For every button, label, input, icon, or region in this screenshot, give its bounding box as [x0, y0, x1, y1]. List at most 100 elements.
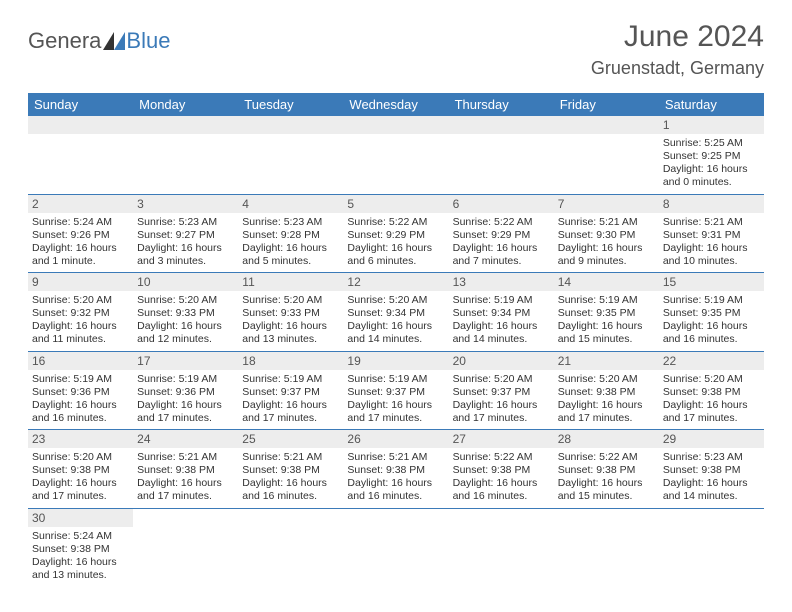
calendar-head: SundayMondayTuesdayWednesdayThursdayFrid… — [28, 93, 764, 116]
day-number: 15 — [659, 273, 764, 291]
day-number: 3 — [133, 195, 238, 213]
calendar-week: 23Sunrise: 5:20 AMSunset: 9:38 PMDayligh… — [28, 430, 764, 509]
calendar-day: 11Sunrise: 5:20 AMSunset: 9:33 PMDayligh… — [238, 273, 343, 352]
calendar-day: 28Sunrise: 5:22 AMSunset: 9:38 PMDayligh… — [554, 430, 659, 509]
calendar-week: 16Sunrise: 5:19 AMSunset: 9:36 PMDayligh… — [28, 351, 764, 430]
day-content: Sunrise: 5:21 AMSunset: 9:38 PMDaylight:… — [343, 448, 448, 508]
calendar-day: 24Sunrise: 5:21 AMSunset: 9:38 PMDayligh… — [133, 430, 238, 509]
calendar-day: 17Sunrise: 5:19 AMSunset: 9:36 PMDayligh… — [133, 351, 238, 430]
calendar-empty — [28, 116, 133, 194]
day-number: 29 — [659, 430, 764, 448]
calendar-week: 2Sunrise: 5:24 AMSunset: 9:26 PMDaylight… — [28, 194, 764, 273]
daynum-empty — [133, 116, 238, 134]
day-number: 18 — [238, 352, 343, 370]
day-content: Sunrise: 5:20 AMSunset: 9:34 PMDaylight:… — [343, 291, 448, 351]
day-header: Tuesday — [238, 93, 343, 116]
day-header: Friday — [554, 93, 659, 116]
calendar-empty — [133, 116, 238, 194]
daynum-empty — [28, 116, 133, 134]
calendar-body: 1Sunrise: 5:25 AMSunset: 9:25 PMDaylight… — [28, 116, 764, 586]
calendar-empty — [554, 508, 659, 586]
day-content: Sunrise: 5:19 AMSunset: 9:36 PMDaylight:… — [28, 370, 133, 430]
calendar-day: 29Sunrise: 5:23 AMSunset: 9:38 PMDayligh… — [659, 430, 764, 509]
day-number: 19 — [343, 352, 448, 370]
day-number: 17 — [133, 352, 238, 370]
daynum-empty — [238, 116, 343, 134]
calendar-day: 15Sunrise: 5:19 AMSunset: 9:35 PMDayligh… — [659, 273, 764, 352]
month-title: June 2024 — [591, 20, 764, 54]
calendar-week: 9Sunrise: 5:20 AMSunset: 9:32 PMDaylight… — [28, 273, 764, 352]
calendar-empty — [343, 508, 448, 586]
logo: Genera Blue — [28, 20, 170, 54]
day-content: Sunrise: 5:21 AMSunset: 9:31 PMDaylight:… — [659, 213, 764, 273]
day-number: 22 — [659, 352, 764, 370]
day-content: Sunrise: 5:19 AMSunset: 9:34 PMDaylight:… — [449, 291, 554, 351]
day-number: 7 — [554, 195, 659, 213]
day-number: 5 — [343, 195, 448, 213]
calendar-day: 12Sunrise: 5:20 AMSunset: 9:34 PMDayligh… — [343, 273, 448, 352]
logo-part1: Genera — [28, 28, 101, 54]
day-content: Sunrise: 5:20 AMSunset: 9:38 PMDaylight:… — [554, 370, 659, 430]
day-number: 10 — [133, 273, 238, 291]
day-number: 27 — [449, 430, 554, 448]
day-content: Sunrise: 5:20 AMSunset: 9:38 PMDaylight:… — [659, 370, 764, 430]
calendar-day: 6Sunrise: 5:22 AMSunset: 9:29 PMDaylight… — [449, 194, 554, 273]
calendar-day: 10Sunrise: 5:20 AMSunset: 9:33 PMDayligh… — [133, 273, 238, 352]
day-number: 14 — [554, 273, 659, 291]
logo-triangle-icon — [103, 30, 125, 48]
calendar-empty — [659, 508, 764, 586]
calendar-empty — [449, 508, 554, 586]
day-content: Sunrise: 5:19 AMSunset: 9:37 PMDaylight:… — [238, 370, 343, 430]
calendar-day: 13Sunrise: 5:19 AMSunset: 9:34 PMDayligh… — [449, 273, 554, 352]
day-number: 25 — [238, 430, 343, 448]
day-content: Sunrise: 5:19 AMSunset: 9:37 PMDaylight:… — [343, 370, 448, 430]
day-content: Sunrise: 5:22 AMSunset: 9:29 PMDaylight:… — [343, 213, 448, 273]
calendar-table: SundayMondayTuesdayWednesdayThursdayFrid… — [28, 93, 764, 586]
day-header: Monday — [133, 93, 238, 116]
calendar-day: 9Sunrise: 5:20 AMSunset: 9:32 PMDaylight… — [28, 273, 133, 352]
day-number: 9 — [28, 273, 133, 291]
day-number: 24 — [133, 430, 238, 448]
day-content: Sunrise: 5:24 AMSunset: 9:38 PMDaylight:… — [28, 527, 133, 587]
day-header: Sunday — [28, 93, 133, 116]
day-number: 28 — [554, 430, 659, 448]
daynum-empty — [554, 116, 659, 134]
calendar-week: 1Sunrise: 5:25 AMSunset: 9:25 PMDaylight… — [28, 116, 764, 194]
calendar-day: 22Sunrise: 5:20 AMSunset: 9:38 PMDayligh… — [659, 351, 764, 430]
day-content: Sunrise: 5:20 AMSunset: 9:33 PMDaylight:… — [238, 291, 343, 351]
calendar-empty — [238, 508, 343, 586]
day-header: Wednesday — [343, 93, 448, 116]
calendar-day: 2Sunrise: 5:24 AMSunset: 9:26 PMDaylight… — [28, 194, 133, 273]
day-number: 11 — [238, 273, 343, 291]
day-content: Sunrise: 5:23 AMSunset: 9:27 PMDaylight:… — [133, 213, 238, 273]
day-number: 13 — [449, 273, 554, 291]
calendar-day: 14Sunrise: 5:19 AMSunset: 9:35 PMDayligh… — [554, 273, 659, 352]
calendar-empty — [554, 116, 659, 194]
calendar-day: 26Sunrise: 5:21 AMSunset: 9:38 PMDayligh… — [343, 430, 448, 509]
day-content: Sunrise: 5:23 AMSunset: 9:28 PMDaylight:… — [238, 213, 343, 273]
day-content: Sunrise: 5:25 AMSunset: 9:25 PMDaylight:… — [659, 134, 764, 194]
calendar-day: 18Sunrise: 5:19 AMSunset: 9:37 PMDayligh… — [238, 351, 343, 430]
day-content: Sunrise: 5:20 AMSunset: 9:32 PMDaylight:… — [28, 291, 133, 351]
calendar-day: 4Sunrise: 5:23 AMSunset: 9:28 PMDaylight… — [238, 194, 343, 273]
calendar-day: 19Sunrise: 5:19 AMSunset: 9:37 PMDayligh… — [343, 351, 448, 430]
calendar-day: 5Sunrise: 5:22 AMSunset: 9:29 PMDaylight… — [343, 194, 448, 273]
day-number: 16 — [28, 352, 133, 370]
calendar-day: 23Sunrise: 5:20 AMSunset: 9:38 PMDayligh… — [28, 430, 133, 509]
day-content: Sunrise: 5:19 AMSunset: 9:36 PMDaylight:… — [133, 370, 238, 430]
calendar-empty — [449, 116, 554, 194]
day-number: 12 — [343, 273, 448, 291]
calendar-day: 1Sunrise: 5:25 AMSunset: 9:25 PMDaylight… — [659, 116, 764, 194]
calendar-empty — [343, 116, 448, 194]
day-content: Sunrise: 5:20 AMSunset: 9:33 PMDaylight:… — [133, 291, 238, 351]
day-number: 6 — [449, 195, 554, 213]
day-number: 1 — [659, 116, 764, 134]
day-content: Sunrise: 5:21 AMSunset: 9:30 PMDaylight:… — [554, 213, 659, 273]
day-content: Sunrise: 5:22 AMSunset: 9:29 PMDaylight:… — [449, 213, 554, 273]
calendar-week: 30Sunrise: 5:24 AMSunset: 9:38 PMDayligh… — [28, 508, 764, 586]
day-header-row: SundayMondayTuesdayWednesdayThursdayFrid… — [28, 93, 764, 116]
calendar-empty — [238, 116, 343, 194]
day-number: 20 — [449, 352, 554, 370]
location: Gruenstadt, Germany — [591, 58, 764, 79]
day-number: 4 — [238, 195, 343, 213]
